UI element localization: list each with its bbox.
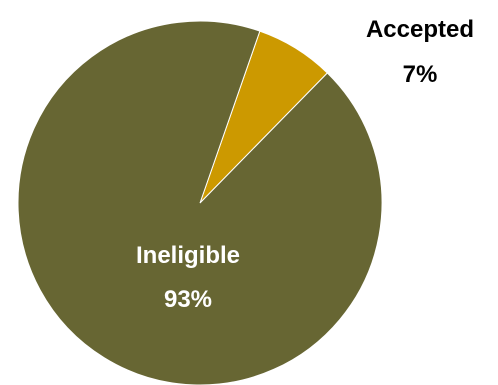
pie-slices — [17, 20, 383, 385]
pie-slice-ineligible — [17, 20, 383, 385]
pie-labels: Accepted 7% Ineligible 93% — [136, 16, 474, 313]
pie-percent-accepted: 7% — [403, 61, 438, 88]
pie-label-accepted: Accepted — [366, 16, 474, 43]
pie-label-ineligible: Ineligible — [136, 242, 240, 269]
pie-percent-ineligible: 93% — [164, 286, 212, 313]
